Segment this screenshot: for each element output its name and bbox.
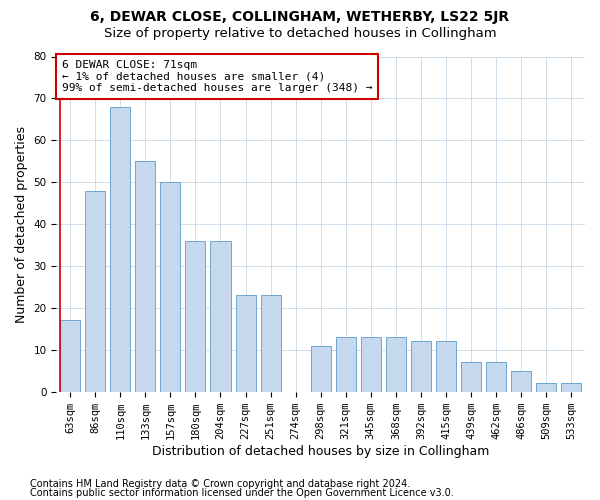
Bar	[386, 337, 406, 392]
Text: 6, DEWAR CLOSE, COLLINGHAM, WETHERBY, LS22 5JR: 6, DEWAR CLOSE, COLLINGHAM, WETHERBY, LS…	[91, 10, 509, 24]
Bar	[60, 320, 80, 392]
Bar	[110, 107, 130, 392]
Bar	[160, 182, 181, 392]
Bar	[436, 342, 456, 392]
Bar	[536, 384, 556, 392]
Bar	[236, 296, 256, 392]
Bar	[85, 190, 105, 392]
Bar	[361, 337, 381, 392]
Bar	[411, 342, 431, 392]
Text: Contains HM Land Registry data © Crown copyright and database right 2024.: Contains HM Land Registry data © Crown c…	[30, 479, 410, 489]
Bar	[211, 241, 230, 392]
Y-axis label: Number of detached properties: Number of detached properties	[15, 126, 28, 322]
Text: Size of property relative to detached houses in Collingham: Size of property relative to detached ho…	[104, 28, 496, 40]
Bar	[486, 362, 506, 392]
X-axis label: Distribution of detached houses by size in Collingham: Distribution of detached houses by size …	[152, 444, 490, 458]
Bar	[311, 346, 331, 392]
Bar	[260, 296, 281, 392]
Bar	[511, 371, 531, 392]
Bar	[185, 241, 205, 392]
Bar	[461, 362, 481, 392]
Text: Contains public sector information licensed under the Open Government Licence v3: Contains public sector information licen…	[30, 488, 454, 498]
Bar	[336, 337, 356, 392]
Bar	[136, 162, 155, 392]
Bar	[561, 384, 581, 392]
Text: 6 DEWAR CLOSE: 71sqm
← 1% of detached houses are smaller (4)
99% of semi-detache: 6 DEWAR CLOSE: 71sqm ← 1% of detached ho…	[62, 60, 372, 93]
